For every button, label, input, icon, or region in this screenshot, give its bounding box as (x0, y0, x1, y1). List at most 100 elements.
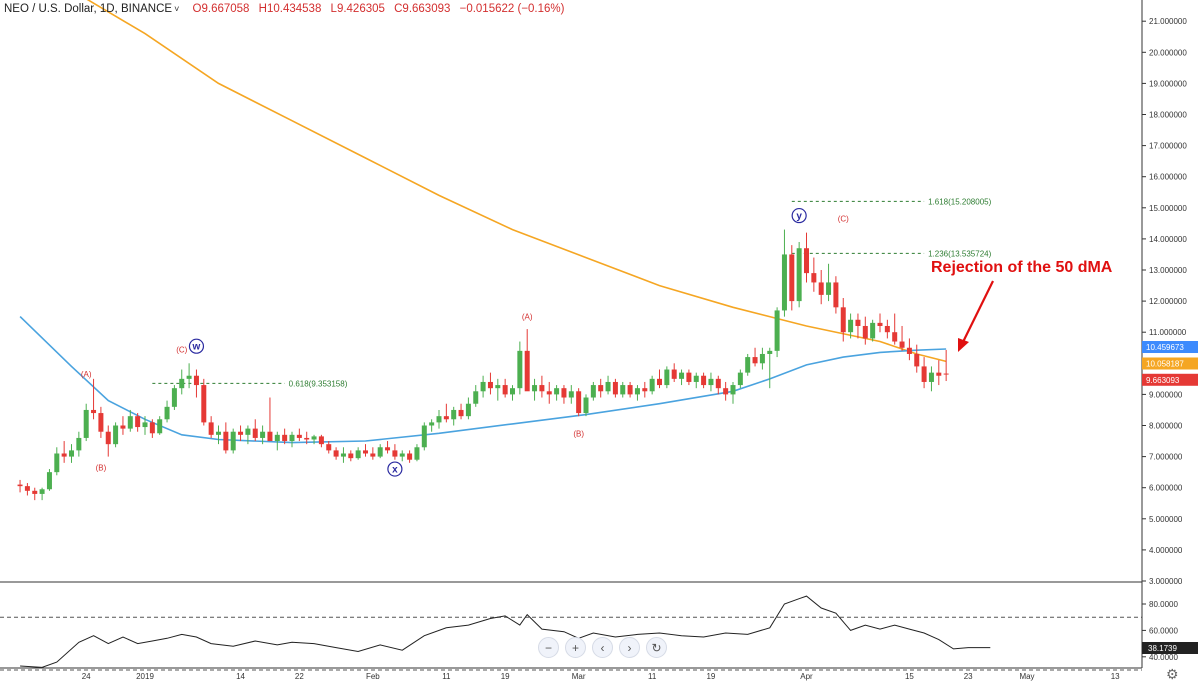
candle-body (804, 248, 809, 274)
candle-body (473, 391, 479, 404)
candle-body (561, 388, 567, 398)
candle-body (135, 416, 141, 428)
symbol-header: NEO / U.S. Dollar, 1D, BINANCE ˅ O9.66705… (4, 3, 564, 15)
candle-body (568, 391, 574, 398)
time-label: 24 (82, 672, 91, 681)
candle-body (105, 431, 111, 445)
wave-label: (B) (573, 429, 584, 438)
time-label: Feb (366, 672, 380, 681)
candle-body (443, 416, 449, 420)
candle-body (304, 437, 310, 440)
chart-toolbar: − + ‹ › ↻ (538, 637, 667, 658)
price-tick-label: 15.000000 (1149, 204, 1187, 213)
time-label: 15 (905, 672, 914, 681)
candle-body (495, 385, 501, 389)
rsi-tag-label: 38.1739 (1148, 644, 1177, 653)
candle-body (61, 453, 67, 457)
candle-body (69, 450, 74, 457)
wave-label-circle (387, 461, 403, 477)
candle-body (238, 431, 244, 435)
candle-body (355, 450, 361, 459)
chevron-down-icon[interactable]: ˅ (174, 4, 180, 14)
time-label: 2019 (136, 672, 154, 681)
candle-body (892, 332, 898, 342)
wave-label: (A) (522, 313, 533, 322)
candle-body (392, 450, 398, 457)
candle-body (289, 434, 295, 442)
zoom-out-button[interactable]: − (538, 637, 559, 658)
annotation-callout: Rejection of the 50 dMA (931, 259, 1113, 276)
candle-body (282, 434, 288, 442)
candle-body (796, 248, 802, 302)
candle-body (936, 372, 942, 376)
callout-arrow (962, 280, 994, 343)
price-tick-label: 5.000000 (1149, 515, 1183, 524)
candle-body (429, 422, 435, 426)
price-tag (1142, 373, 1198, 386)
candle-body (157, 419, 163, 434)
candle-body (781, 254, 787, 311)
time-label: 11 (442, 672, 451, 681)
candle-body (943, 373, 949, 375)
candle-body (899, 341, 905, 348)
candle-body (414, 447, 420, 460)
candle-body (774, 310, 780, 351)
price-tick-label: 7.000000 (1149, 453, 1183, 462)
price-tick-label: 16.000000 (1149, 173, 1187, 182)
candle-body (708, 378, 714, 386)
price-tag-label: 10.058187 (1146, 359, 1184, 368)
candle-body (598, 385, 604, 392)
candle-body (193, 375, 199, 386)
candle-body (186, 375, 192, 379)
candle-body (906, 347, 912, 354)
candle-body (745, 357, 751, 373)
scroll-left-button[interactable]: ‹ (592, 637, 613, 658)
gear-icon[interactable]: ⚙ (1166, 666, 1179, 682)
candle-body (179, 378, 185, 389)
candle-body (679, 372, 685, 379)
time-label: 19 (501, 672, 510, 681)
candle-body (546, 391, 552, 395)
candle-body (91, 409, 97, 414)
candle-body (914, 353, 920, 367)
candle-body (348, 453, 354, 459)
candle-body (928, 372, 934, 382)
candle-body (811, 273, 817, 283)
high-value: H10.434538 (258, 3, 322, 15)
candle-body (267, 431, 273, 442)
wave-label: y (796, 211, 802, 222)
reset-chart-button[interactable]: ↻ (646, 637, 667, 658)
candle-body (127, 416, 133, 429)
candle-body (818, 282, 824, 295)
time-label: 13 (1111, 672, 1120, 681)
symbol-title[interactable]: NEO / U.S. Dollar, 1D, BINANCE (4, 3, 173, 15)
candle-body (502, 385, 508, 395)
candle-body (164, 406, 170, 420)
fib-level-label: 0.618(9.353158) (289, 379, 348, 388)
open-value: O9.667058 (192, 3, 250, 15)
candle-body (671, 369, 677, 379)
candle-body (605, 381, 611, 392)
candle-body (24, 486, 30, 491)
candle-body (752, 357, 758, 364)
candle-body (759, 353, 765, 364)
candle-body (510, 388, 515, 395)
price-tick-label: 19.000000 (1149, 79, 1187, 88)
zoom-in-button[interactable]: + (565, 637, 586, 658)
candle-body (524, 350, 530, 392)
candle-body (436, 416, 442, 423)
candle-body (201, 385, 207, 423)
candle-body (612, 381, 618, 395)
time-label: 22 (295, 672, 304, 681)
fib-level-label: 1.618(15.208005) (928, 197, 992, 206)
candle-body (407, 453, 413, 460)
candle-body (877, 322, 883, 326)
candle-body (208, 422, 214, 435)
candle-body (149, 422, 155, 434)
price-tick-label: 12.000000 (1149, 297, 1187, 306)
scroll-right-button[interactable]: › (619, 637, 640, 658)
candle-body (715, 378, 721, 389)
candle-body (583, 397, 589, 414)
